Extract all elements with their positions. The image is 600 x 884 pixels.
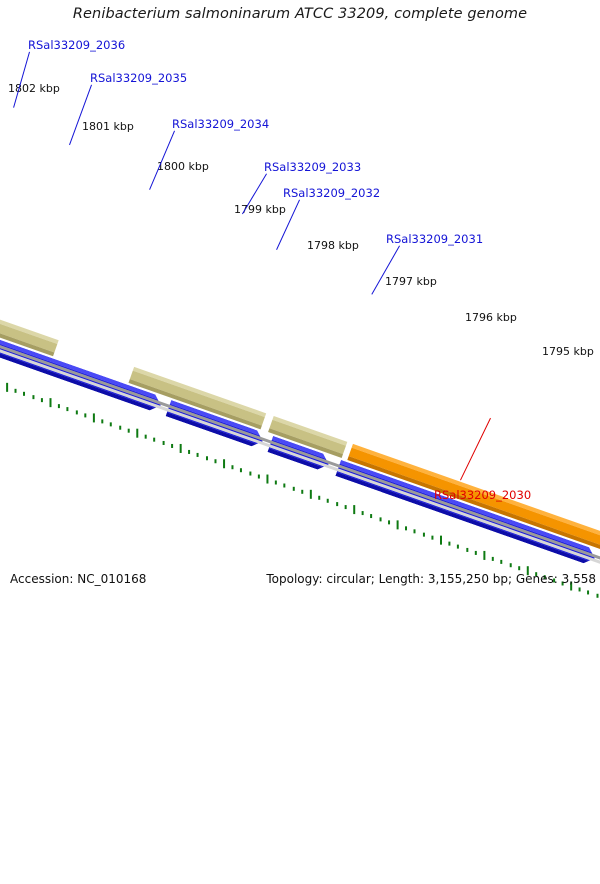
- label-leader-line: [13, 51, 30, 108]
- scale-tick-minor: [214, 459, 217, 463]
- scale-tick-minor: [240, 468, 243, 472]
- scale-tick-major: [439, 535, 443, 545]
- scale-tick-minor: [465, 547, 469, 552]
- scale-tick-minor: [318, 495, 321, 500]
- gene-feature[interactable]: [0, 243, 59, 357]
- scale-tick-minor: [518, 566, 521, 570]
- scale-tick-minor: [422, 532, 425, 537]
- scale-tick-minor: [118, 425, 122, 430]
- scale-tick-minor: [110, 422, 113, 427]
- scale-tick-minor: [431, 535, 434, 540]
- scale-tick-minor: [587, 590, 590, 595]
- scale-tick-minor: [127, 428, 130, 433]
- page-title: Renibacterium salmoninarum ATCC 33209, c…: [72, 6, 528, 22]
- scale-tick-minor: [75, 410, 78, 414]
- scale-tick-minor: [188, 450, 191, 454]
- scale-tick-minor: [248, 471, 252, 475]
- scale-tick-minor: [413, 529, 417, 533]
- scale-tick-minor: [405, 526, 408, 530]
- scale-tick-minor: [66, 407, 69, 411]
- gene-label[interactable]: RSal33209_2036: [28, 38, 126, 52]
- scale-tick-minor: [58, 404, 61, 408]
- scale-label: 1801 kbp: [82, 120, 134, 133]
- scale-tick-minor: [144, 434, 148, 439]
- scale-tick-minor: [457, 544, 460, 549]
- scale-tick-minor: [257, 474, 260, 478]
- scale-tick-minor: [379, 517, 382, 521]
- scale-tick-minor: [509, 563, 512, 567]
- scale-tick-minor: [387, 520, 391, 524]
- scale-tick-major: [92, 413, 96, 423]
- scale-tick-minor: [40, 398, 43, 402]
- gene-label[interactable]: RSal33209_2035: [90, 71, 188, 85]
- scale-tick-minor: [292, 486, 295, 491]
- label-leader-line: [69, 84, 92, 145]
- genome-stats-text: Topology: circular; Length: 3,155,250 bp…: [266, 572, 596, 586]
- scale-tick-minor: [500, 560, 503, 564]
- scale-tick-minor: [370, 514, 373, 518]
- scale-tick-minor: [101, 419, 104, 423]
- scale-label: 1799 kbp: [234, 203, 286, 216]
- scale-tick-minor: [335, 501, 338, 506]
- scale-tick-minor: [474, 550, 477, 555]
- scale-tick-minor: [32, 395, 35, 399]
- scale-tick-major: [483, 550, 486, 560]
- scale-tick-minor: [196, 453, 200, 457]
- scale-tick-minor: [170, 443, 174, 448]
- genome-graphical-view: Renibacterium salmoninarum ATCC 33209, c…: [0, 6, 600, 598]
- gene-label[interactable]: RSal33209_2030: [434, 488, 532, 502]
- scale-tick-minor: [491, 556, 495, 561]
- scale-tick-major: [266, 474, 269, 484]
- scale-label: 1802 kbp: [8, 82, 60, 95]
- scale-tick-minor: [23, 391, 26, 396]
- gene-label[interactable]: RSal33209_2034: [172, 117, 270, 131]
- scale-label: 1797 kbp: [385, 275, 437, 288]
- scale-tick-minor: [596, 593, 599, 598]
- gene-label[interactable]: RSal33209_2033: [264, 160, 362, 174]
- scale-tick-minor: [448, 541, 451, 546]
- scale-label: 1796 kbp: [465, 311, 517, 324]
- scale-tick-minor: [275, 480, 278, 485]
- scale-tick-minor: [84, 413, 87, 417]
- gene-track-layer: [0, 95, 600, 387]
- scale-tick-major: [6, 382, 9, 392]
- scale-tick-minor: [153, 437, 156, 442]
- scale-tick-major: [49, 398, 52, 408]
- scale-tick-major: [353, 505, 356, 515]
- scale-tick-minor: [231, 465, 234, 469]
- scale-tick-minor: [578, 587, 581, 592]
- scale-label: 1800 kbp: [157, 160, 209, 173]
- gene-label[interactable]: RSal33209_2031: [386, 232, 484, 246]
- gene-label[interactable]: RSal33209_2032: [283, 186, 381, 200]
- accession-text: Accession: NC_010168: [10, 572, 147, 586]
- scale-tick-major: [223, 459, 226, 469]
- scale-tick-major: [396, 520, 399, 530]
- scale-tick-major: [179, 443, 182, 453]
- scale-tick-minor: [344, 505, 347, 509]
- scale-tick-minor: [205, 456, 208, 460]
- scale-label: 1795 kbp: [542, 345, 594, 358]
- gene-bevel: [347, 456, 600, 549]
- scale-tick-major: [309, 489, 313, 499]
- scale-label: 1798 kbp: [307, 239, 359, 252]
- scale-tick-minor: [301, 489, 304, 494]
- scale-tick-major: [136, 428, 139, 438]
- scale-tick-layer: [0, 95, 600, 598]
- scale-tick-minor: [327, 498, 330, 503]
- scale-tick-minor: [283, 483, 286, 488]
- scale-tick-minor: [162, 440, 165, 445]
- scale-tick-minor: [361, 511, 364, 515]
- scale-tick-minor: [14, 388, 17, 393]
